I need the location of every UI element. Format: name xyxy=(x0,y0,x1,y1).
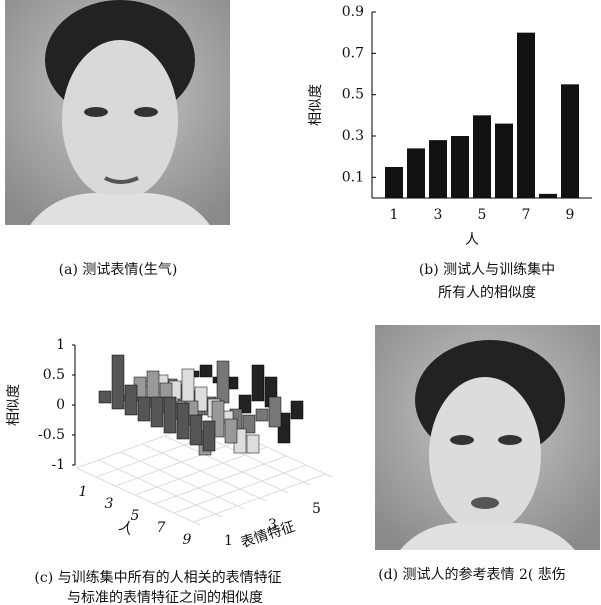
x-tick-label: 5 xyxy=(478,207,487,223)
y-tick-label: 5 xyxy=(312,501,321,517)
floor-line xyxy=(193,473,326,523)
bar xyxy=(181,368,195,406)
y-tick-label: 0.9 xyxy=(342,4,364,20)
floor-line xyxy=(134,446,268,496)
bar xyxy=(216,360,230,404)
photo-a xyxy=(5,0,230,225)
bar xyxy=(385,167,403,198)
z-tick-label: -1 xyxy=(51,457,65,473)
floor-line xyxy=(115,437,248,487)
bar xyxy=(251,364,265,402)
floor-line xyxy=(98,459,223,518)
bar xyxy=(176,402,190,440)
bar xyxy=(268,396,282,428)
bar xyxy=(495,123,513,198)
bar xyxy=(124,384,138,416)
caption: (a) 测试表情(生气) xyxy=(59,262,178,278)
bar xyxy=(255,408,269,422)
bar xyxy=(238,394,252,414)
x-tick-label: 9 xyxy=(183,532,192,548)
bar xyxy=(561,84,579,198)
y-tick-label: 0.7 xyxy=(342,45,364,61)
x-tick-label: 1 xyxy=(390,207,399,223)
floor-line xyxy=(76,467,201,526)
y-tick-label: 0.5 xyxy=(342,87,364,103)
bar xyxy=(451,136,469,198)
bar xyxy=(137,396,151,422)
z-tick-label: 1 xyxy=(56,337,65,353)
caption: 与标准的表情特征之间的相似度 xyxy=(67,590,263,605)
bar xyxy=(539,193,557,198)
bar xyxy=(517,32,535,198)
floor-line xyxy=(154,455,287,505)
z-tick-label: -0.5 xyxy=(38,427,65,443)
x-tick-label: 9 xyxy=(566,207,575,223)
bar xyxy=(163,396,177,434)
x-tick-label: 3 xyxy=(434,207,443,223)
x-tick-label: 5 xyxy=(131,508,140,524)
bar xyxy=(98,390,112,404)
bar xyxy=(407,148,425,198)
y-axis-label: 相似度 xyxy=(308,84,324,126)
floor-line xyxy=(164,435,289,494)
x-tick-label: 3 xyxy=(105,496,114,512)
bar xyxy=(290,400,304,420)
caption: 所有人的相似度 xyxy=(438,285,536,301)
bar xyxy=(189,414,203,446)
z-axis-label: 相似度 xyxy=(6,384,22,426)
x-axis-label: 人 xyxy=(116,518,135,538)
x-tick-label: 7 xyxy=(157,520,166,536)
bar xyxy=(199,364,213,378)
bar xyxy=(224,418,238,444)
caption: (d) 测试人的参考表情 2( 悲伤 xyxy=(378,566,566,583)
bar xyxy=(111,354,125,410)
floor-line xyxy=(120,451,245,510)
y-tick-label: 0.1 xyxy=(342,169,364,185)
bar xyxy=(246,434,260,454)
y-tick-label: 3 xyxy=(268,517,277,533)
z-tick-label: 0 xyxy=(56,397,65,413)
bar xyxy=(473,115,491,198)
floor-line xyxy=(142,443,267,502)
bar xyxy=(150,396,164,428)
bar xyxy=(429,140,447,198)
x-tick-label: 7 xyxy=(522,207,531,223)
y-tick-label: 1 xyxy=(224,533,233,549)
photo-d xyxy=(375,325,600,550)
bar-chart: 0.1 0.3 0.5 0.7 0.9 1 3 5 7 9 人 相似度 xyxy=(308,4,592,248)
floor-line xyxy=(173,464,307,514)
z-tick-label: 0.5 xyxy=(43,367,65,383)
x-axis-label: 人 xyxy=(465,232,479,248)
bar xyxy=(242,414,256,434)
caption: (c) 与训练集中所有的人相关的表情特征 xyxy=(34,569,281,586)
x-tick-label: 1 xyxy=(79,484,88,500)
caption: (b) 测试人与训练集中 xyxy=(419,261,555,278)
bar xyxy=(202,420,216,452)
y-tick-label: 0.3 xyxy=(342,128,364,144)
